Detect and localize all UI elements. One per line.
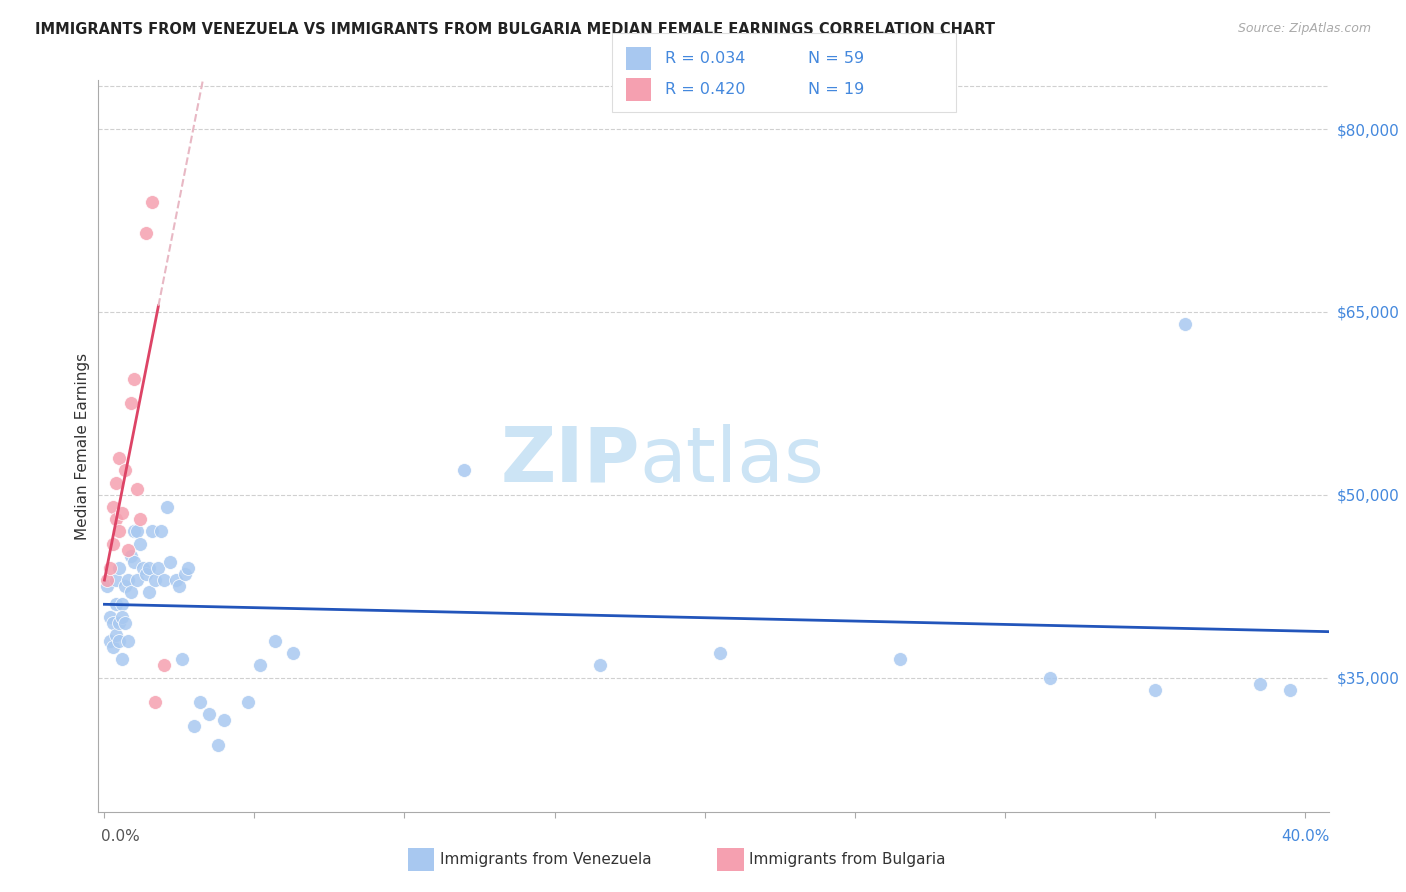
Point bbox=[148, 561, 170, 575]
Point bbox=[1249, 676, 1271, 690]
Point bbox=[103, 500, 125, 514]
Point bbox=[105, 598, 128, 612]
Point bbox=[127, 482, 149, 496]
Y-axis label: Median Female Earnings: Median Female Earnings bbox=[75, 352, 90, 540]
Point bbox=[96, 579, 118, 593]
Point bbox=[111, 652, 134, 666]
Point bbox=[111, 609, 134, 624]
Point bbox=[108, 615, 131, 630]
Point bbox=[588, 658, 610, 673]
Point bbox=[105, 475, 128, 490]
Text: 0.0%: 0.0% bbox=[101, 830, 141, 844]
Point bbox=[174, 567, 197, 582]
Point bbox=[135, 226, 157, 240]
Point bbox=[190, 695, 212, 709]
Point bbox=[103, 536, 125, 550]
Point bbox=[120, 396, 142, 410]
Point bbox=[138, 561, 160, 575]
Point bbox=[114, 463, 136, 477]
Point bbox=[108, 561, 131, 575]
Point bbox=[108, 634, 131, 648]
Point bbox=[100, 609, 122, 624]
Point bbox=[114, 615, 136, 630]
Point bbox=[177, 561, 200, 575]
Point bbox=[141, 195, 163, 210]
Point bbox=[709, 646, 731, 660]
Point bbox=[105, 512, 128, 526]
Point bbox=[453, 463, 475, 477]
Point bbox=[150, 524, 173, 539]
Text: R = 0.420: R = 0.420 bbox=[665, 82, 745, 97]
Point bbox=[283, 646, 305, 660]
Point bbox=[156, 500, 179, 514]
Point bbox=[169, 579, 191, 593]
Point bbox=[103, 615, 125, 630]
Point bbox=[145, 695, 167, 709]
Point bbox=[129, 536, 152, 550]
Point bbox=[172, 652, 194, 666]
Text: N = 59: N = 59 bbox=[808, 51, 865, 66]
Point bbox=[117, 634, 139, 648]
Point bbox=[165, 573, 187, 587]
Point bbox=[103, 640, 125, 655]
Text: Immigrants from Bulgaria: Immigrants from Bulgaria bbox=[749, 853, 946, 867]
Point bbox=[127, 573, 149, 587]
Point bbox=[889, 652, 911, 666]
Point bbox=[153, 573, 176, 587]
Point bbox=[105, 573, 128, 587]
Point bbox=[138, 585, 160, 599]
Point bbox=[111, 598, 134, 612]
Point bbox=[117, 573, 139, 587]
Point bbox=[153, 658, 176, 673]
Point bbox=[1143, 682, 1166, 697]
Point bbox=[127, 524, 149, 539]
Point bbox=[100, 561, 122, 575]
Point bbox=[214, 714, 236, 728]
Point bbox=[159, 555, 181, 569]
Point bbox=[111, 506, 134, 520]
Point bbox=[114, 579, 136, 593]
Point bbox=[100, 634, 122, 648]
Point bbox=[117, 542, 139, 557]
Point bbox=[264, 634, 287, 648]
Text: IMMIGRANTS FROM VENEZUELA VS IMMIGRANTS FROM BULGARIA MEDIAN FEMALE EARNINGS COR: IMMIGRANTS FROM VENEZUELA VS IMMIGRANTS … bbox=[35, 22, 995, 37]
Point bbox=[132, 561, 155, 575]
Point bbox=[108, 524, 131, 539]
Point bbox=[120, 549, 142, 563]
Point bbox=[1174, 317, 1197, 331]
Point bbox=[124, 524, 146, 539]
Point bbox=[1278, 682, 1301, 697]
Text: N = 19: N = 19 bbox=[808, 82, 865, 97]
Point bbox=[238, 695, 260, 709]
Point bbox=[124, 372, 146, 386]
Point bbox=[198, 707, 221, 722]
Point bbox=[141, 524, 163, 539]
Point bbox=[96, 573, 118, 587]
Point bbox=[105, 628, 128, 642]
Point bbox=[207, 738, 229, 752]
Text: 40.0%: 40.0% bbox=[1282, 830, 1330, 844]
Text: atlas: atlas bbox=[640, 424, 824, 498]
Point bbox=[1039, 671, 1062, 685]
Text: Source: ZipAtlas.com: Source: ZipAtlas.com bbox=[1237, 22, 1371, 36]
Point bbox=[129, 512, 152, 526]
Point bbox=[135, 567, 157, 582]
Text: Immigrants from Venezuela: Immigrants from Venezuela bbox=[440, 853, 652, 867]
Point bbox=[145, 573, 167, 587]
Point bbox=[183, 719, 205, 733]
Point bbox=[124, 555, 146, 569]
Point bbox=[120, 585, 142, 599]
Point bbox=[249, 658, 271, 673]
Text: R = 0.034: R = 0.034 bbox=[665, 51, 745, 66]
Point bbox=[108, 451, 131, 466]
Text: ZIP: ZIP bbox=[501, 424, 640, 498]
